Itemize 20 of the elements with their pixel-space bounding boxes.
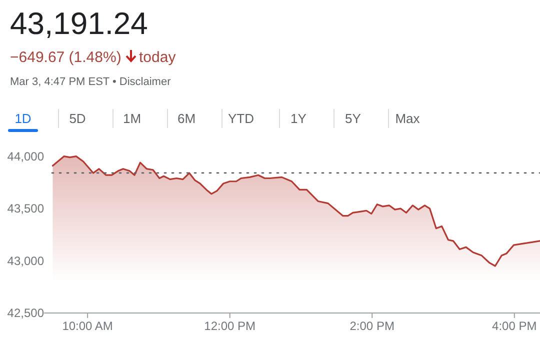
text: 1M (122, 111, 142, 126)
x-tick-label: 12:00 PM (204, 319, 256, 333)
chart-subtitle: −649.67 (1.48%) (10, 49, 122, 66)
y-tick-label: 44,000 (7, 150, 44, 164)
text: YTD (228, 111, 254, 126)
chart-title: 43,191.24 (10, 6, 148, 41)
text: 5D (69, 111, 86, 126)
text: 1Y (290, 111, 307, 126)
y-tick-label: 43,500 (7, 202, 44, 216)
text: 1D (14, 111, 32, 126)
y-tick-label: 42,500 (7, 306, 44, 320)
text: Mar 3, 4:47 PM EST • Disclaimer (10, 76, 172, 88)
text: 6M (177, 111, 196, 126)
text: Max (395, 111, 420, 126)
x-tick-label: 2:00 PM (350, 319, 394, 333)
text: 5Y (345, 111, 362, 126)
y-tick-label: 43,000 (7, 254, 44, 268)
x-tick-label: 10:00 AM (62, 319, 113, 333)
x-tick-label: 4:00 PM (492, 319, 537, 333)
text: today (139, 49, 176, 66)
